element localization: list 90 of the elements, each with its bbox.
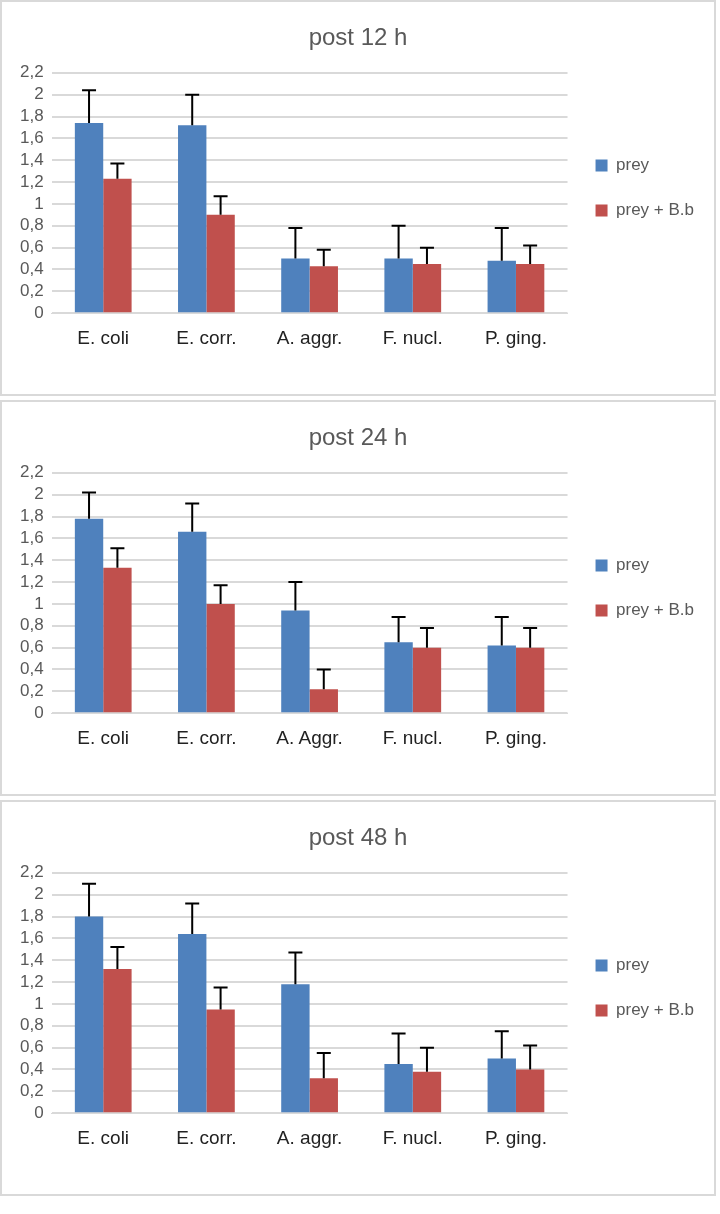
y-tick-label: 0 <box>34 302 44 322</box>
bar <box>384 642 413 713</box>
bar <box>281 258 310 313</box>
x-tick-label: P. ging. <box>484 1126 547 1148</box>
bar <box>309 266 338 313</box>
y-tick-label: 0,4 <box>19 1059 44 1079</box>
y-tick-label: 1,4 <box>19 949 44 969</box>
y-tick-label: 1,2 <box>19 971 44 991</box>
legend-label: prey + B.b <box>616 1000 695 1020</box>
bar <box>103 567 132 713</box>
y-tick-label: 2 <box>34 484 44 504</box>
y-tick-label: 1 <box>34 993 44 1013</box>
y-tick-label: 1,6 <box>19 528 44 548</box>
y-tick-label: 2 <box>34 884 44 904</box>
y-tick-label: 1,2 <box>19 571 44 591</box>
y-tick-label: 0,2 <box>19 1081 44 1101</box>
bar <box>515 647 545 713</box>
y-tick-label: 1,6 <box>19 128 44 148</box>
bar <box>103 178 132 313</box>
bar <box>206 603 235 713</box>
y-tick-label: 1,4 <box>19 549 44 569</box>
legend-label: prey <box>616 155 650 175</box>
bar <box>412 647 442 713</box>
x-tick-label: P. ging. <box>484 726 547 748</box>
x-tick-label: E. coli <box>77 326 130 348</box>
chart-title: post 24 h <box>308 423 408 451</box>
bar <box>384 258 413 313</box>
y-tick-label: 0,6 <box>19 237 44 257</box>
y-tick-label: 0,4 <box>19 259 44 279</box>
bar <box>74 518 104 713</box>
x-tick-label: F. nucl. <box>382 1126 443 1148</box>
y-tick-label: 2 <box>34 84 44 104</box>
bar <box>412 264 442 313</box>
y-tick-label: 2,2 <box>19 862 44 882</box>
x-tick-label: E. coli <box>77 1126 130 1148</box>
y-tick-label: 1,6 <box>19 928 44 948</box>
legend-label: prey + B.b <box>616 600 695 620</box>
bar <box>487 645 516 713</box>
y-tick-label: 0,8 <box>19 615 44 635</box>
x-tick-label: A. Aggr. <box>276 726 343 748</box>
x-tick-label: E. coli <box>77 726 130 748</box>
bar <box>103 968 132 1113</box>
y-tick-label: 0,8 <box>19 215 44 235</box>
y-tick-label: 1,2 <box>19 171 44 191</box>
bar <box>384 1064 413 1113</box>
y-tick-label: 0,4 <box>19 659 44 679</box>
bar <box>281 610 310 713</box>
x-tick-label: F. nucl. <box>382 726 443 748</box>
bar <box>309 1078 338 1113</box>
bar <box>74 916 104 1113</box>
bar <box>178 531 207 713</box>
y-tick-label: 1,8 <box>19 106 44 126</box>
y-tick-label: 0,6 <box>19 637 44 657</box>
bar <box>178 933 207 1113</box>
x-tick-label: P. ging. <box>484 326 547 348</box>
x-tick-label: E. corr. <box>176 326 237 348</box>
y-tick-label: 1 <box>34 593 44 613</box>
chart-title: post 48 h <box>308 823 408 851</box>
x-tick-label: F. nucl. <box>382 326 443 348</box>
bar <box>515 1069 545 1113</box>
legend-label: prey + B.b <box>616 200 695 220</box>
y-tick-label: 0 <box>34 1102 44 1122</box>
y-tick-label: 0 <box>34 702 44 722</box>
y-tick-label: 0,2 <box>19 281 44 301</box>
bar <box>515 264 545 313</box>
x-tick-label: A. aggr. <box>276 326 343 348</box>
bar <box>206 214 235 313</box>
bar <box>487 260 516 313</box>
x-tick-label: E. corr. <box>176 726 237 748</box>
y-tick-label: 0,8 <box>19 1015 44 1035</box>
bar <box>178 125 207 313</box>
bar <box>412 1071 442 1113</box>
y-tick-label: 0,2 <box>19 681 44 701</box>
bar <box>206 1009 235 1113</box>
y-tick-label: 1 <box>34 193 44 213</box>
y-tick-label: 1,4 <box>19 149 44 169</box>
bar <box>74 123 104 313</box>
bar <box>309 689 338 713</box>
y-tick-label: 0,6 <box>19 1037 44 1057</box>
bar <box>487 1058 516 1113</box>
bar <box>281 984 310 1113</box>
legend-label: prey <box>616 955 650 975</box>
y-tick-label: 2,2 <box>19 462 44 482</box>
x-tick-label: A. aggr. <box>276 1126 343 1148</box>
x-tick-label: E. corr. <box>176 1126 237 1148</box>
y-tick-label: 1,8 <box>19 906 44 926</box>
chart-title: post 12 h <box>308 23 408 51</box>
legend-label: prey <box>616 555 650 575</box>
y-tick-label: 1,8 <box>19 506 44 526</box>
y-tick-label: 2,2 <box>19 62 44 82</box>
